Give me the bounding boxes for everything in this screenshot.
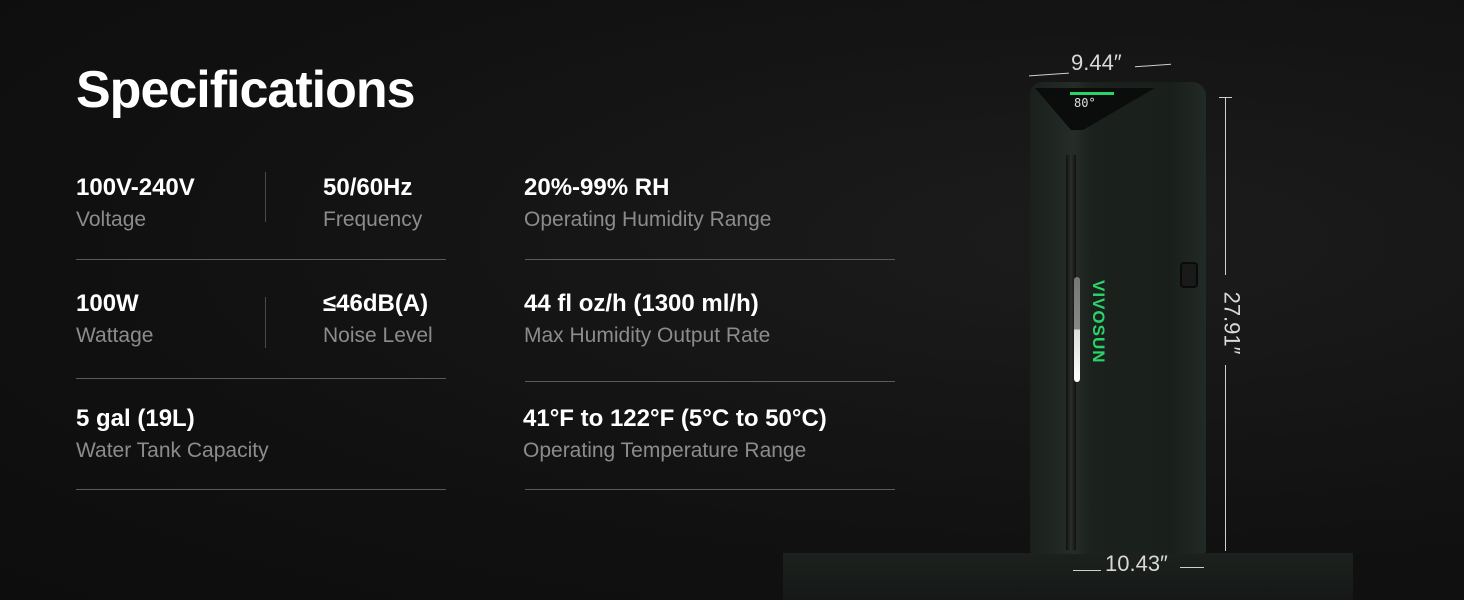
height-dimension: 27.91″	[1219, 291, 1245, 355]
divider	[76, 378, 446, 379]
spec-label: Water Tank Capacity	[76, 439, 269, 462]
divider	[525, 381, 895, 382]
dimension-line	[1073, 570, 1101, 571]
spec-tank-capacity: 5 gal (19L) Water Tank Capacity	[76, 405, 269, 463]
spec-value: 100W	[76, 290, 139, 317]
spec-label: Operating Humidity Range	[524, 208, 772, 231]
page-title: Specifications	[76, 61, 416, 119]
spec-label: Max Humidity Output Rate	[524, 324, 771, 347]
spec-label: Noise Level	[323, 324, 433, 347]
spec-temperature-range: 41°F to 122°F (5°C to 50°C) Operating Tem…	[523, 405, 827, 463]
spec-frequency: 50/60Hz Frequency	[323, 174, 422, 232]
spec-humidity-range: 20%-99% RH Operating Humidity Range	[524, 174, 771, 232]
spec-noise: ≤46dB(A) Noise Level	[323, 290, 433, 348]
spec-value: ≤46dB(A)	[323, 290, 429, 317]
spec-label: Frequency	[323, 208, 423, 231]
divider	[265, 297, 266, 348]
spec-voltage: 100V-240V Voltage	[76, 174, 195, 232]
water-level-gauge	[1074, 277, 1080, 382]
divider	[76, 489, 446, 490]
dimension-line	[1225, 97, 1226, 275]
dimension-line	[1225, 365, 1226, 551]
spec-wattage: 100W Wattage	[76, 290, 153, 348]
brand-logo: VIVOSUN	[1089, 280, 1108, 364]
spec-label: Wattage	[76, 324, 154, 347]
pedestal	[783, 553, 1353, 600]
display-readout: 80°	[1074, 96, 1096, 110]
divider	[525, 259, 895, 260]
spec-label: Voltage	[76, 208, 147, 231]
humidifier-body	[1030, 82, 1206, 554]
spec-output-rate: 44 fl oz/h (1300 ml/h) Max Humidity Outpu…	[524, 290, 770, 348]
width-dimension: 9.44″	[1071, 50, 1122, 75]
side-handle	[1180, 262, 1198, 288]
dimension-line	[1219, 97, 1232, 98]
dimension-line	[1180, 567, 1204, 568]
divider	[265, 172, 266, 222]
spec-value: 5 gal (19L)	[76, 405, 195, 432]
spec-value: 41°F to 122°F (5°C to 50°C)	[523, 405, 827, 432]
spec-value: 20%-99% RH	[524, 174, 670, 201]
depth-dimension: 10.43″	[1105, 551, 1168, 576]
divider	[525, 489, 895, 490]
spec-label: Operating Temperature Range	[523, 439, 807, 462]
svg-text:VIVOSUN: VIVOSUN	[1089, 280, 1108, 364]
humidity-bar	[1070, 92, 1114, 95]
spec-value: 50/60Hz	[323, 174, 413, 201]
spec-value: 44 fl oz/h (1300 ml/h)	[524, 290, 759, 317]
front-groove	[1066, 155, 1076, 550]
spec-value: 100V-240V	[76, 174, 195, 201]
divider	[76, 259, 446, 260]
